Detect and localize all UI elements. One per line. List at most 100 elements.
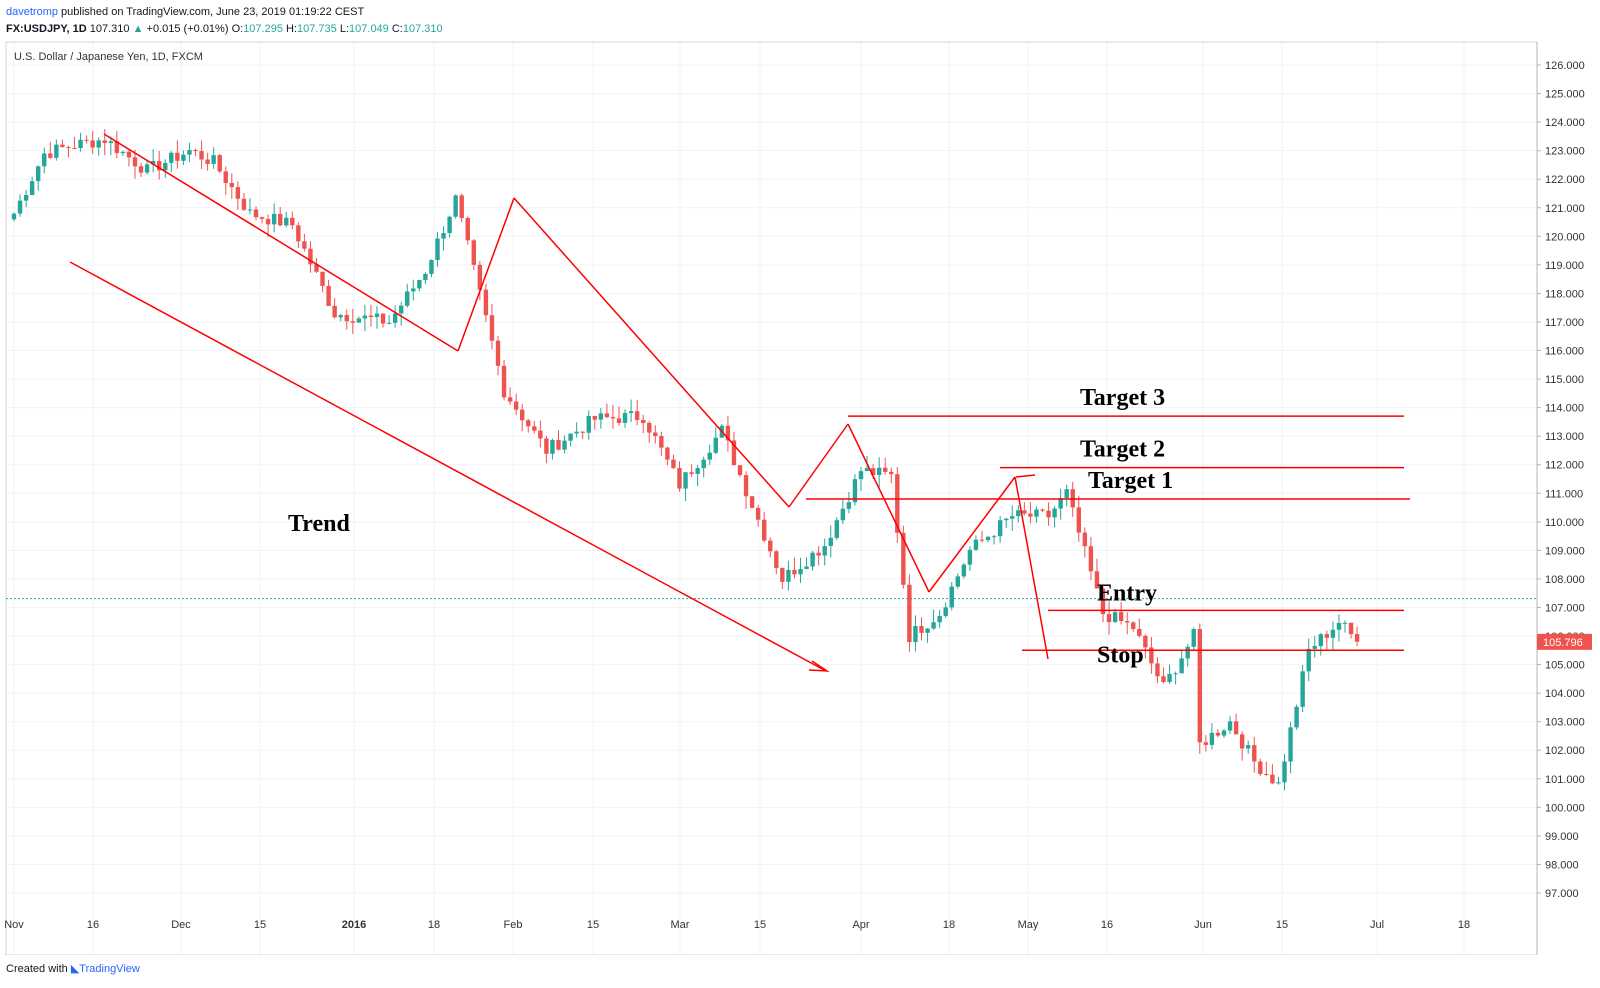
candle-body [556,440,561,450]
candle-body [713,437,718,453]
candle-body [108,141,113,144]
tradingview-brand[interactable]: TradingView [79,963,140,975]
candle-body [828,537,833,547]
price-tick-label: 117.000 [1545,317,1584,329]
candle-body [265,218,271,225]
candle-body [1318,634,1323,647]
footer: Created with ◣TradingView [6,962,140,975]
candle-body [1276,782,1281,784]
candle-body [181,154,186,161]
time-axis[interactable]: Nov 16 Dec 15 2016 18 Feb 15 Mar 15 Apr 18 May 16 Jun 1… [4,919,1470,931]
price-tick-label: 98.000 [1545,859,1579,871]
publisher-name[interactable]: davetromp [6,6,58,18]
candle-body [144,164,150,173]
candle-body [11,213,17,220]
candle-body [1288,727,1293,762]
candle-body [380,313,386,324]
candle-body [489,315,495,341]
candle-body [1348,622,1354,635]
candle-body [1064,489,1069,498]
price-tick-label: 118.000 [1545,288,1584,300]
price-tick-label: 123.000 [1545,146,1585,158]
candle-body [731,440,737,466]
candle-body [163,162,168,171]
candle-body [1040,509,1045,511]
candle-body [1306,648,1311,672]
chart-title: U.S. Dollar / Japanese Yen, 1D, FXCM [14,51,203,63]
candle-body [707,452,712,460]
candle-body [574,431,579,434]
chart-header: davetromp published on TradingView.com, … [6,4,443,38]
candle-body [138,166,144,173]
candles [11,129,1360,791]
candle-body [199,151,204,160]
candle-body [840,508,846,521]
candle-body [90,140,95,148]
candle-body [792,569,797,575]
candle-body [399,305,404,314]
candle-body [314,264,319,272]
candle-body [36,166,41,182]
candle-body [895,474,900,533]
candle-body [876,467,882,476]
zigzag-segment [103,133,459,352]
price-tick-label: 102.000 [1545,745,1585,757]
candle-body [1203,742,1209,745]
candle-body [985,536,991,541]
candle-body [677,468,682,489]
high-value: 107.735 [297,23,337,35]
candle-body [320,271,325,286]
candle-body [598,413,604,420]
candle-body [943,607,948,616]
level-label-entry: Entry [1097,580,1157,606]
candle-body [816,552,821,556]
candle-body [1118,612,1124,621]
price-tick-label: 97.000 [1545,888,1579,900]
candle-body [1076,507,1081,533]
candle-body [1167,673,1172,682]
candle-body [1354,634,1360,642]
price-tick-label: 107.000 [1545,602,1585,614]
candle-body [1300,671,1305,707]
candle-body [150,161,156,165]
symbol-line: FX:USDJPY, 1D 107.310 ▲ +0.015 (+0.01%) … [6,21,443,38]
candle-body [78,139,83,149]
candle-body [271,213,277,225]
candle-body [804,566,809,570]
candle-body [423,273,428,281]
low-label: L: [339,23,350,35]
candle-body [229,183,234,188]
candle-body [1258,761,1263,775]
time-tick-label: 15 [254,919,266,931]
candle-body [822,546,827,556]
candle-body [774,551,779,568]
candle-body [96,140,101,148]
candle-body [241,198,247,210]
open-label: O: [231,23,244,35]
candle-body [937,615,942,623]
candle-body [1215,732,1221,736]
change-value: +0.015 (+0.01%) [146,23,229,35]
candle-body [429,260,434,274]
zigzag-segment [847,423,930,593]
candle-body [193,149,198,152]
price-axis[interactable]: 126.000 125.000 124.000 123.000 122.000 121.0… [1536,42,1585,955]
candle-body [247,209,253,211]
time-tick-label: 16 [1101,919,1113,931]
price-chart[interactable]: U.S. Dollar / Japanese Yen, 1D, FXCM Tre… [0,0,1600,955]
current-price-badge: 105.796 [1537,633,1592,650]
candle-body [459,195,464,218]
candle-body [332,305,337,318]
candle-body [72,147,77,149]
candle-body [465,217,470,241]
candle-body [1330,629,1336,638]
candle-body [955,576,960,587]
candle-body [653,432,658,437]
candle-body [604,413,610,418]
candle-body [671,459,676,469]
time-tick-label: Mar [671,919,690,931]
created-with-text: Created with [6,963,68,975]
candle-body [175,152,180,161]
price-tick-label: 105.000 [1545,660,1585,672]
level-label-stop: Stop [1097,642,1144,668]
